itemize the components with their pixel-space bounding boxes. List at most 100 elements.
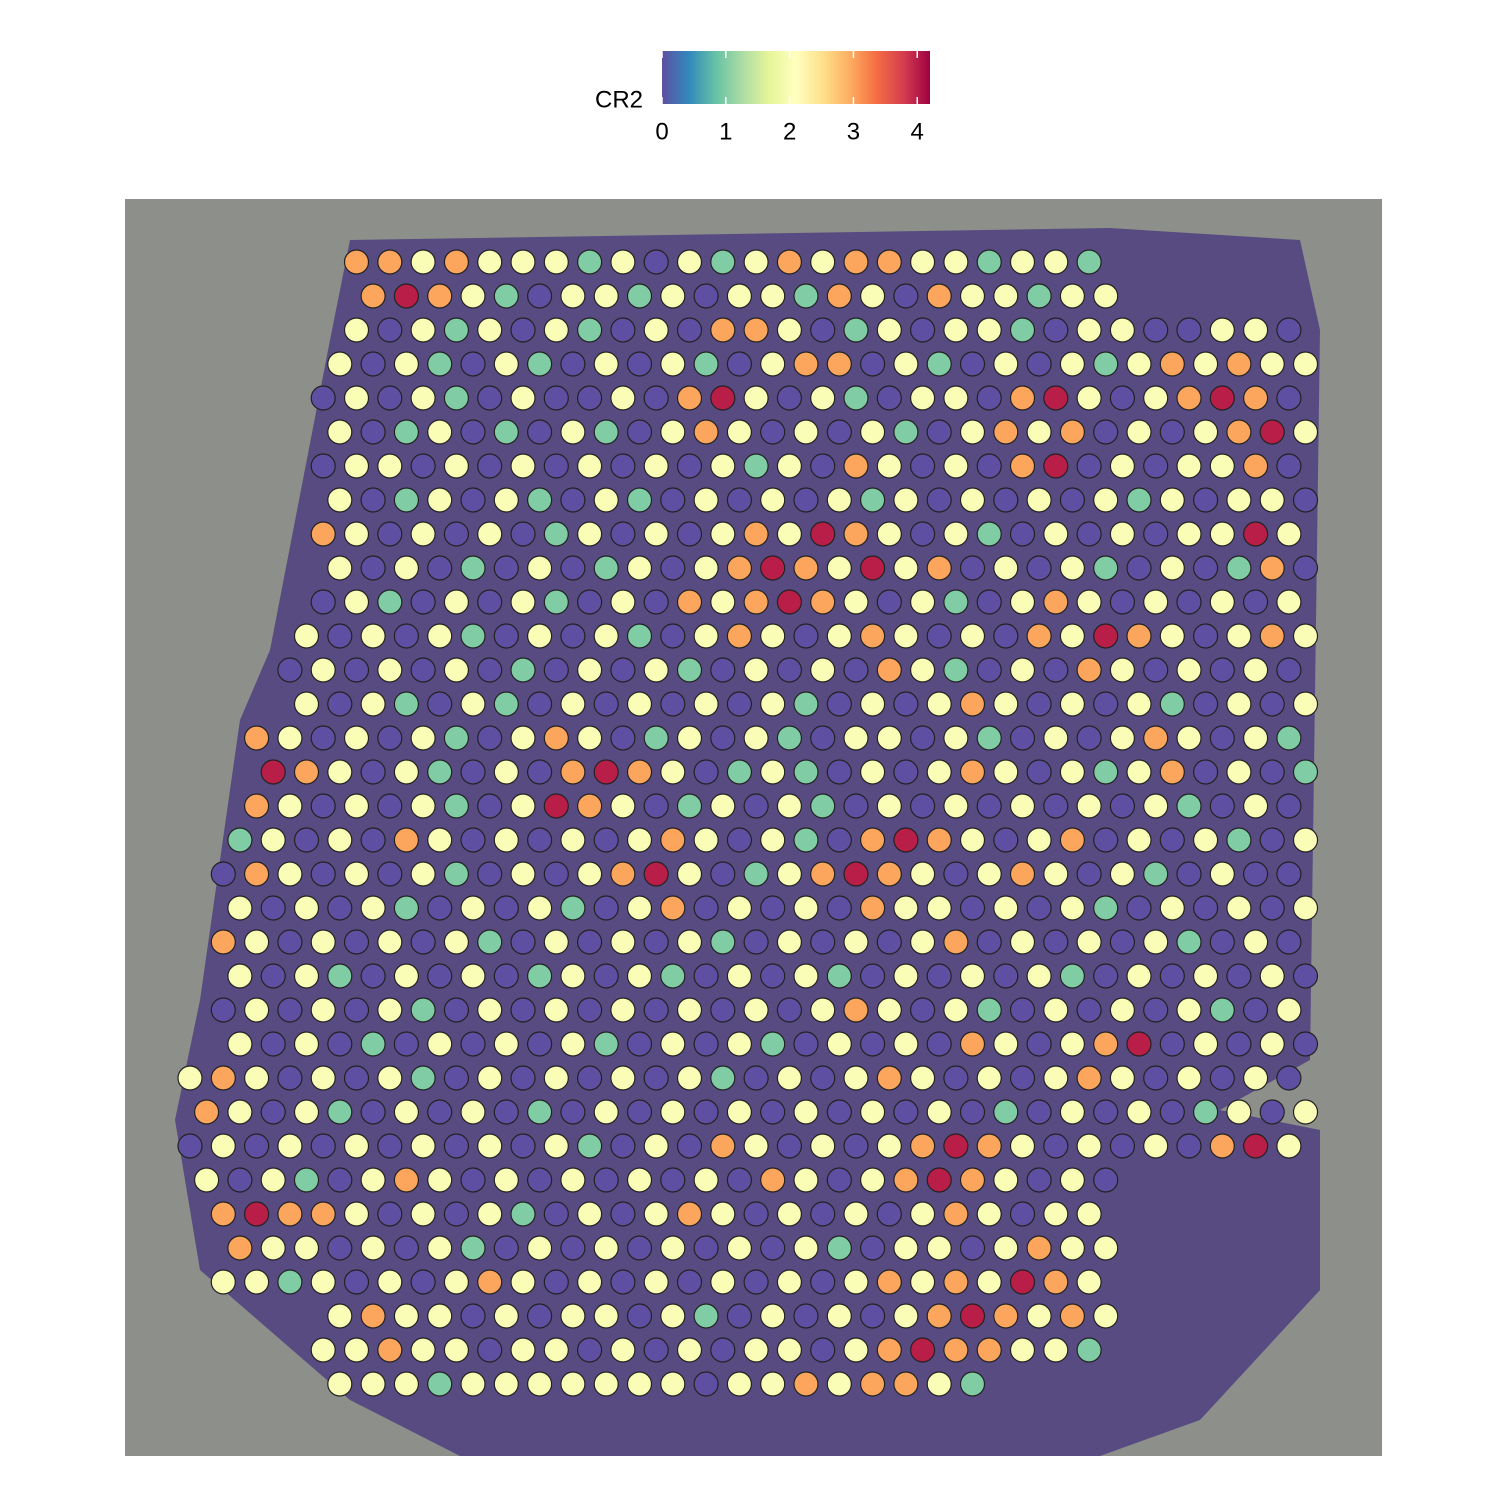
spot	[1093, 283, 1119, 309]
spot	[327, 1099, 353, 1125]
spot	[743, 793, 769, 819]
spot	[477, 317, 503, 343]
spot	[926, 283, 952, 309]
spot	[1276, 521, 1302, 547]
spot	[893, 1303, 919, 1329]
spot	[327, 351, 353, 377]
spot	[676, 1201, 703, 1227]
spot	[560, 283, 586, 309]
spot	[427, 1303, 453, 1329]
spot	[1093, 759, 1119, 785]
spot	[560, 691, 586, 717]
spot	[310, 725, 336, 751]
colorbar-tick-label: 0	[655, 118, 668, 145]
spot	[393, 1031, 419, 1057]
spot	[959, 555, 986, 581]
spot	[660, 1371, 686, 1397]
spot	[876, 249, 902, 275]
spot	[643, 1133, 669, 1159]
spot	[443, 725, 469, 751]
spot	[1009, 725, 1036, 751]
spot	[1259, 895, 1285, 921]
spot	[510, 589, 536, 615]
spot	[227, 963, 253, 989]
spot	[177, 1133, 203, 1159]
spot	[943, 249, 969, 275]
spot	[493, 283, 519, 309]
spot	[826, 1303, 852, 1329]
spot	[843, 1133, 869, 1159]
spot	[876, 317, 902, 343]
spot	[1076, 1065, 1102, 1091]
spot	[909, 1201, 936, 1227]
spot	[610, 1269, 636, 1295]
spot	[859, 1099, 886, 1125]
spot	[1176, 929, 1202, 955]
spot	[1259, 555, 1285, 581]
spot	[393, 691, 419, 717]
spot	[626, 1235, 653, 1261]
spot	[760, 1167, 786, 1193]
spot	[526, 827, 553, 853]
spot	[876, 861, 902, 887]
spot	[859, 487, 886, 513]
spot	[943, 589, 969, 615]
spot	[926, 419, 952, 445]
spot	[427, 487, 453, 513]
spot	[793, 1303, 819, 1329]
spot	[1093, 691, 1119, 717]
spot	[1276, 793, 1302, 819]
spot	[327, 1371, 353, 1397]
spot	[493, 691, 519, 717]
spot	[1126, 691, 1152, 717]
spot	[710, 929, 736, 955]
spot	[976, 861, 1002, 887]
spot	[1059, 555, 1086, 581]
spot	[943, 1133, 969, 1159]
spot	[1226, 691, 1252, 717]
spot	[1059, 419, 1086, 445]
spot	[410, 589, 436, 615]
spot	[993, 283, 1019, 309]
spot	[843, 929, 869, 955]
spot	[1259, 1099, 1285, 1125]
spot	[1226, 487, 1252, 513]
spot	[1009, 929, 1036, 955]
spot	[1209, 1065, 1235, 1091]
spot	[310, 1337, 336, 1363]
spot	[676, 997, 703, 1023]
spot	[826, 283, 852, 309]
spot	[310, 1133, 336, 1159]
spot	[676, 1133, 703, 1159]
spot	[760, 623, 786, 649]
spot	[477, 997, 503, 1023]
spot	[810, 1065, 836, 1091]
spot	[1026, 827, 1052, 853]
spot	[893, 827, 919, 853]
spot	[277, 793, 303, 819]
spot	[576, 317, 603, 343]
spot	[493, 487, 519, 513]
spot	[843, 725, 869, 751]
spot	[1209, 385, 1235, 411]
spot	[1292, 351, 1319, 377]
spot	[1176, 453, 1202, 479]
spot	[1076, 385, 1102, 411]
spot	[959, 1167, 986, 1193]
spot	[1059, 895, 1086, 921]
spot	[477, 453, 503, 479]
spot	[460, 623, 486, 649]
spot	[460, 827, 486, 853]
spot	[1209, 725, 1235, 751]
spot	[1276, 997, 1302, 1023]
spot	[1026, 419, 1052, 445]
spot	[244, 997, 270, 1023]
spot	[260, 1031, 286, 1057]
spot	[743, 861, 769, 887]
spot	[893, 555, 919, 581]
spot	[1226, 1099, 1252, 1125]
spot	[593, 691, 619, 717]
spot	[576, 657, 603, 683]
spot	[859, 283, 886, 309]
spot	[710, 249, 736, 275]
